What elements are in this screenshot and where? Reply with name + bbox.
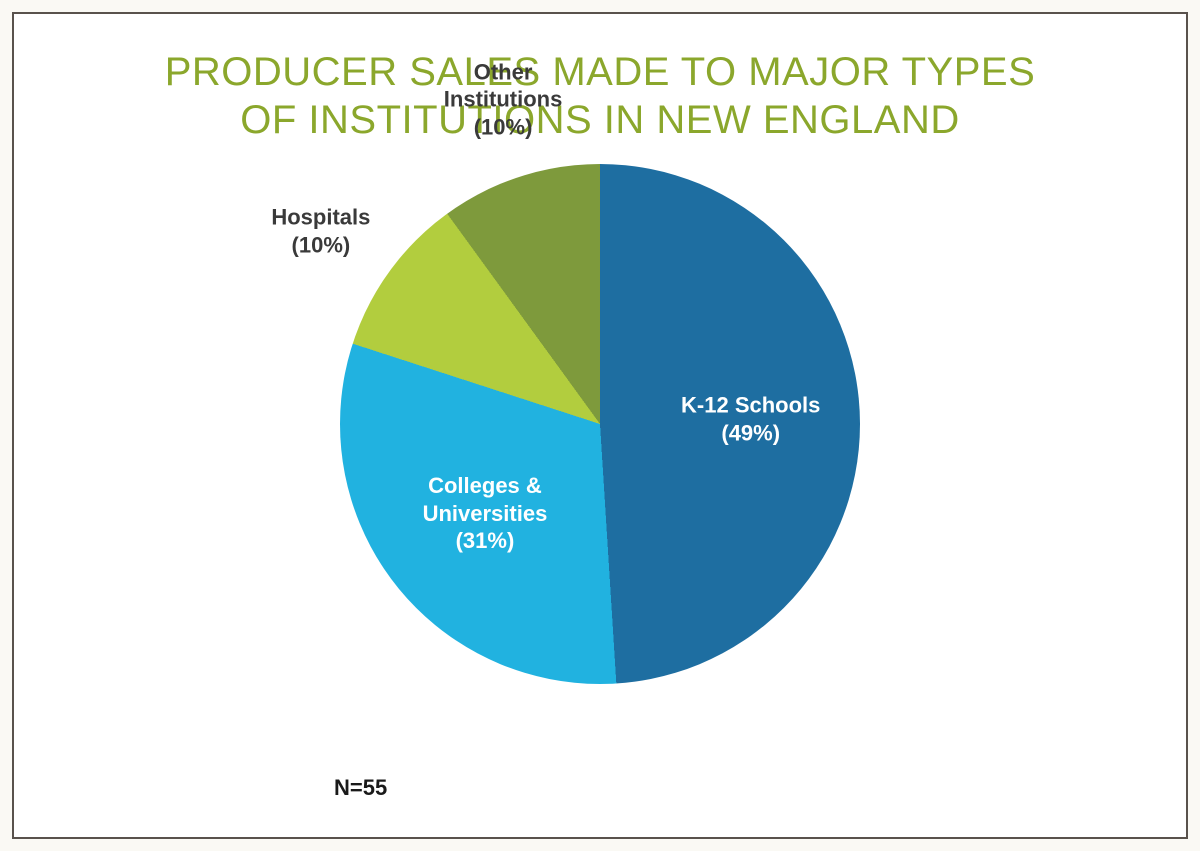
slice-label-hospitals: Hospitals (10%) bbox=[271, 204, 370, 259]
slice-name-colleges-l1: Colleges & bbox=[428, 473, 542, 498]
slice-pct-hospitals: (10%) bbox=[292, 232, 351, 257]
slice-pct-other: (10%) bbox=[474, 114, 533, 139]
slice-label-k12: K-12 Schools (49%) bbox=[681, 392, 820, 447]
slice-name-other-l2: Institutions bbox=[444, 87, 563, 112]
slice-pct-colleges: (31%) bbox=[456, 528, 515, 553]
slice-name-k12: K-12 Schools bbox=[681, 393, 820, 418]
chart-title: PRODUCER SALES MADE TO MAJOR TYPES OF IN… bbox=[165, 48, 1036, 144]
slice-pct-k12: (49%) bbox=[721, 420, 780, 445]
title-line-2: OF INSTITUTIONS IN NEW ENGLAND bbox=[240, 98, 959, 142]
pie-chart-container: K-12 Schools (49%) Colleges & Universiti… bbox=[340, 164, 860, 684]
slice-name-hospitals: Hospitals bbox=[271, 205, 370, 230]
slice-label-other: Other Institutions (10%) bbox=[444, 58, 563, 141]
slice-name-other-l1: Other bbox=[474, 59, 533, 84]
slice-name-colleges-l2: Universities bbox=[423, 500, 548, 525]
slice-label-colleges: Colleges & Universities (31%) bbox=[423, 472, 548, 555]
sample-size-note: N=55 bbox=[334, 775, 387, 801]
chart-frame: PRODUCER SALES MADE TO MAJOR TYPES OF IN… bbox=[12, 12, 1188, 839]
title-line-1: PRODUCER SALES MADE TO MAJOR TYPES bbox=[165, 50, 1036, 94]
